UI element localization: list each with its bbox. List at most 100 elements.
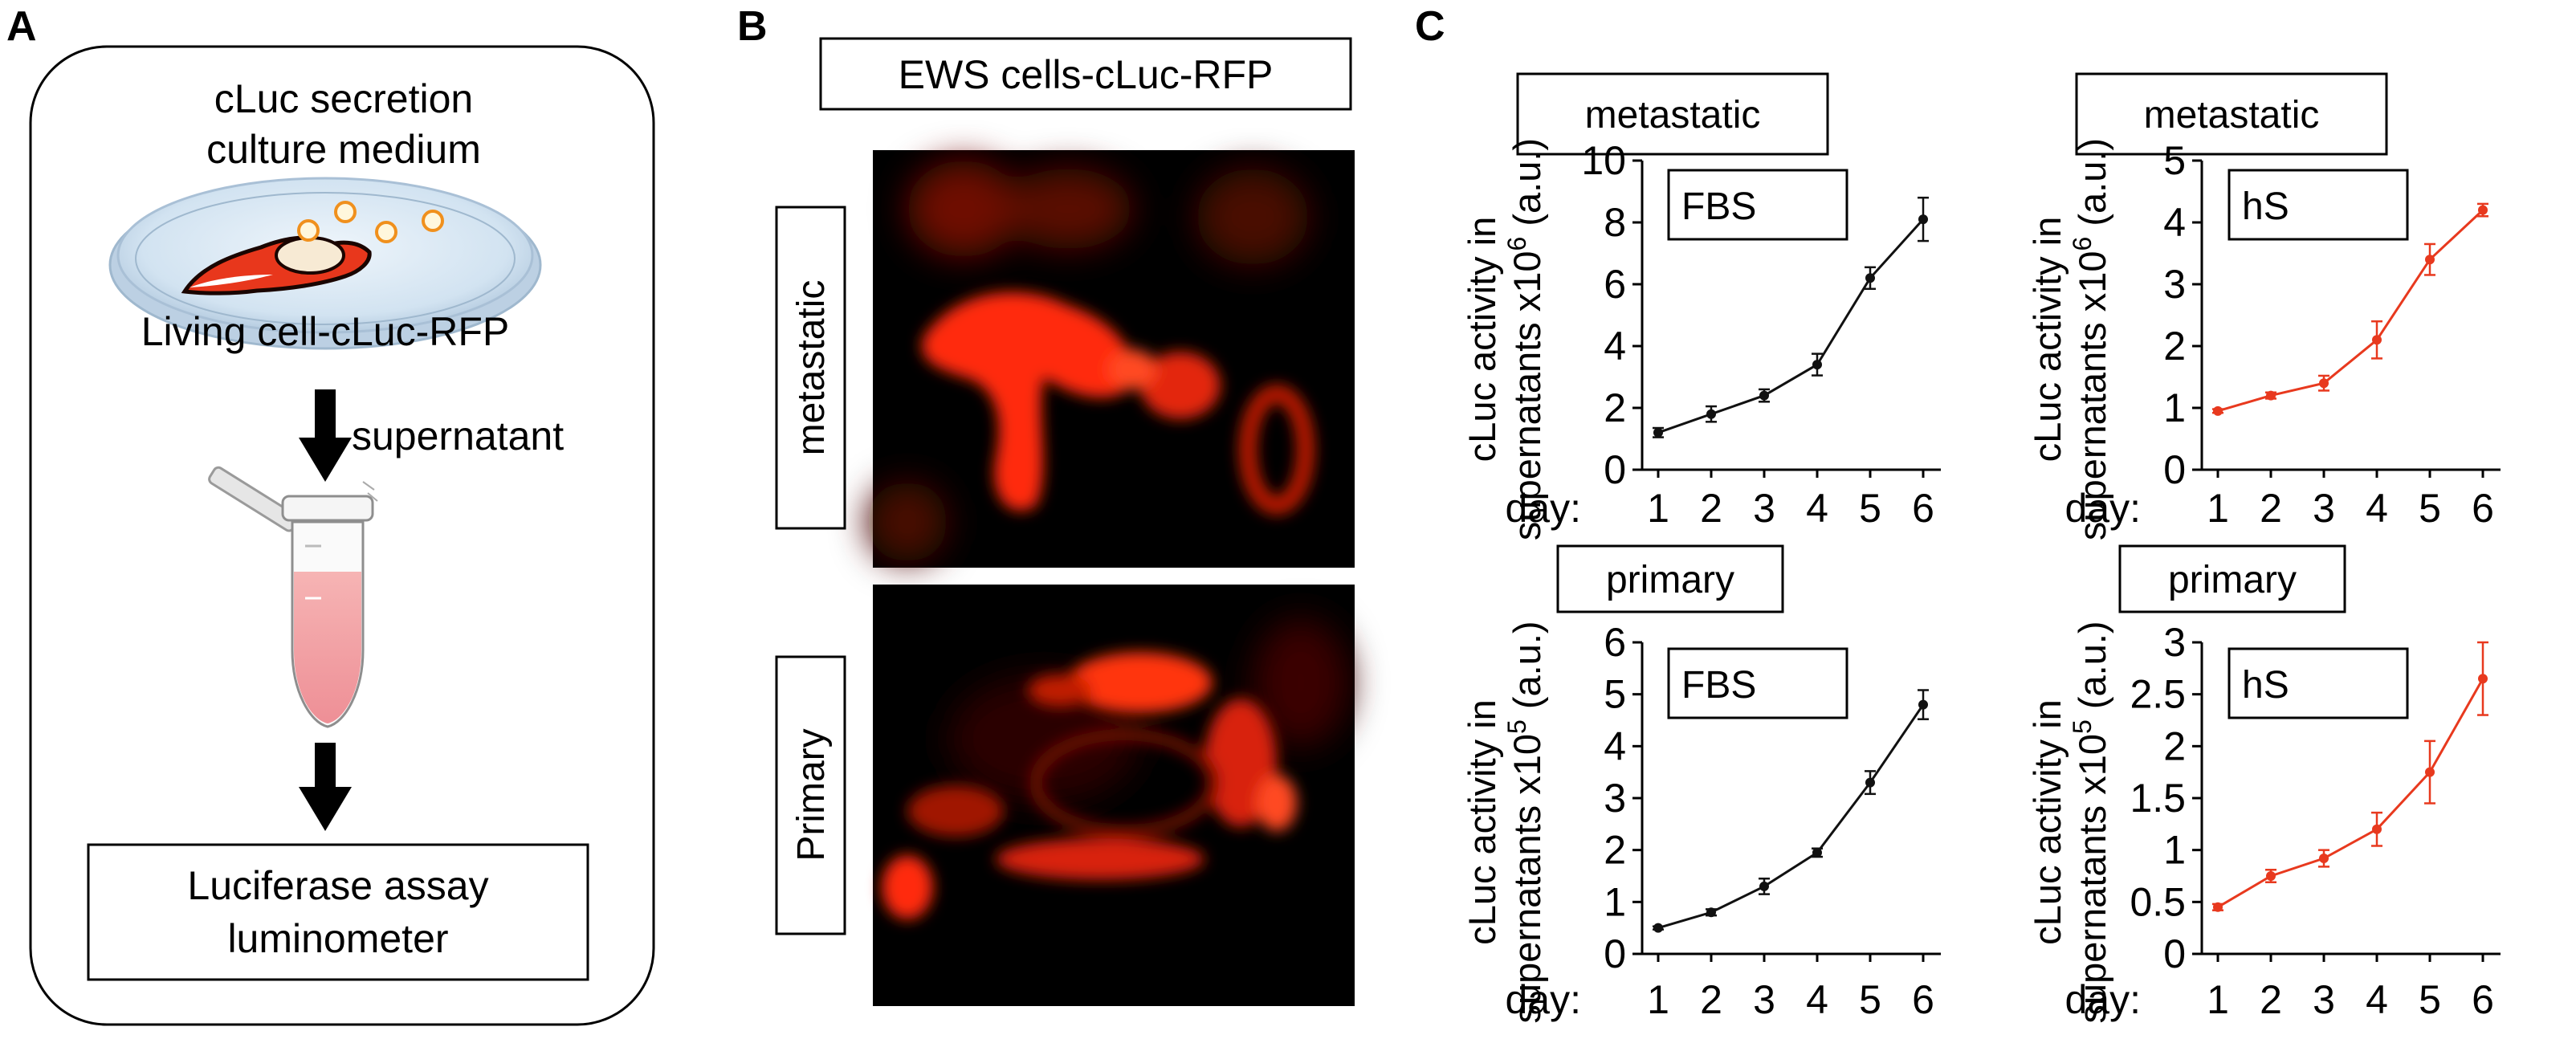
data-point (2319, 378, 2329, 389)
data-point (2425, 767, 2435, 777)
cell-line-title-box (819, 37, 1352, 111)
x-tick-label: 5 (1859, 486, 1881, 531)
x-tick-label: 4 (2366, 977, 2388, 1022)
x-tick-label: 5 (2419, 486, 2441, 531)
x-tick-label: 5 (1859, 977, 1881, 1022)
y-tick-label: 0 (2163, 447, 2186, 492)
data-point (1706, 409, 1716, 419)
y-axis-title-line1: cLuc activity in (2026, 699, 2069, 945)
data-point (2319, 854, 2329, 864)
x-tick-label: 3 (1753, 486, 1775, 531)
secreted-cluc-icon (297, 201, 444, 243)
chart-group-box (1516, 72, 1829, 156)
chart-group-label: metastatic (1585, 94, 1761, 136)
panel-letter-b: B (737, 3, 768, 50)
chart-group-box (1556, 544, 1784, 613)
cell-label: Living cell-cLuc-RFP (141, 309, 509, 354)
y-tick-label: 5 (2163, 138, 2186, 183)
y-tick-label: 1 (2163, 828, 2186, 873)
data-point (1653, 427, 1663, 438)
y-tick-label: 10 (1581, 138, 1626, 183)
data-point (1706, 907, 1716, 918)
luciferase-assay-box (87, 843, 589, 981)
y-tick-label: 2 (2163, 324, 2186, 369)
x-tick-label: 4 (1806, 486, 1828, 531)
y-tick-label: 2 (2163, 723, 2186, 768)
y-tick-label: 4 (1604, 324, 1626, 369)
x-axis-label: day: (1505, 486, 1581, 531)
condition-box (2228, 169, 2409, 241)
data-point (2425, 255, 2435, 265)
condition-label: hS (2242, 664, 2289, 707)
series-line (1657, 703, 1925, 930)
x-tick-label: 2 (1700, 486, 1722, 531)
series-line (2217, 209, 2484, 413)
y-tick-label: 4 (2163, 200, 2186, 245)
series-line (1657, 218, 1925, 434)
chart-group-box (2118, 544, 2346, 613)
down-arrow-icon (299, 743, 352, 831)
x-axis-label: day: (2064, 486, 2141, 531)
series-line (2217, 678, 2484, 909)
data-point (1812, 360, 1822, 370)
assay-label-line2: luminometer (227, 916, 448, 961)
y-tick-label: 2.5 (2130, 672, 2186, 717)
condition-label: FBS (1681, 664, 1756, 707)
medium-label-line2: culture medium (206, 127, 481, 172)
x-tick-label: 3 (1753, 977, 1775, 1022)
condition-box (1667, 169, 1848, 241)
y-axis-title-line2: supernatants x105 (a.u.) (1502, 621, 1548, 1023)
data-point (2213, 405, 2223, 416)
y-tick-label: 6 (1604, 620, 1626, 665)
panel-letter-a: A (6, 3, 37, 50)
data-point (1812, 847, 1822, 858)
x-tick-label: 4 (1806, 977, 1828, 1022)
x-axis-label: day: (2064, 977, 2141, 1022)
data-point (1759, 881, 1769, 891)
culture-process-frame (29, 45, 655, 1026)
x-tick-label: 6 (2472, 486, 2494, 531)
y-tick-label: 0 (1604, 931, 1626, 976)
y-axis-title-line2: supernatants x106 (a.u.) (2068, 138, 2113, 540)
x-tick-label: 3 (2313, 486, 2335, 531)
data-point (1918, 214, 1928, 225)
metastatic-row-label-box (775, 206, 846, 530)
supernatant-label: supernatant (352, 414, 564, 458)
data-point (1865, 273, 1875, 283)
chart-group-label: primary (1606, 559, 1734, 601)
primary-row-label-box (775, 655, 846, 935)
chart-group-box (2075, 72, 2388, 156)
panel-letter-c: C (1415, 3, 1445, 50)
data-point (2266, 871, 2276, 881)
down-arrow-icon (299, 389, 352, 482)
x-tick-label: 2 (2260, 486, 2282, 531)
x-tick-label: 1 (1647, 977, 1669, 1022)
x-tick-label: 1 (2207, 486, 2229, 531)
x-tick-label: 6 (1912, 977, 1934, 1022)
y-axis-title-line1: cLuc activity in (2026, 217, 2069, 462)
y-tick-label: 4 (1604, 723, 1626, 768)
x-tick-label: 4 (2366, 486, 2388, 531)
data-point (2372, 335, 2382, 345)
y-tick-label: 1 (2163, 385, 2186, 430)
cell-line-title: EWS cells-cLuc-RFP (899, 52, 1274, 97)
data-point (1653, 923, 1663, 933)
y-tick-label: 2 (1604, 385, 1626, 430)
chart-group-label: primary (2168, 559, 2297, 601)
x-tick-label: 3 (2313, 977, 2335, 1022)
x-tick-label: 1 (2207, 977, 2229, 1022)
panel-b: B EWS cells-cLuc-RFP metastatic (737, 3, 1355, 1006)
y-tick-label: 0 (2163, 931, 2186, 976)
x-tick-label: 1 (1647, 486, 1669, 531)
panel-a: A cLuc secretion culture medium Living c… (6, 3, 655, 1026)
y-tick-label: 5 (1604, 672, 1626, 717)
data-point (2372, 824, 2382, 834)
data-point (2478, 674, 2488, 684)
red-cell-icon (181, 235, 372, 295)
medium-label-line1: cLuc secretion (214, 76, 473, 121)
